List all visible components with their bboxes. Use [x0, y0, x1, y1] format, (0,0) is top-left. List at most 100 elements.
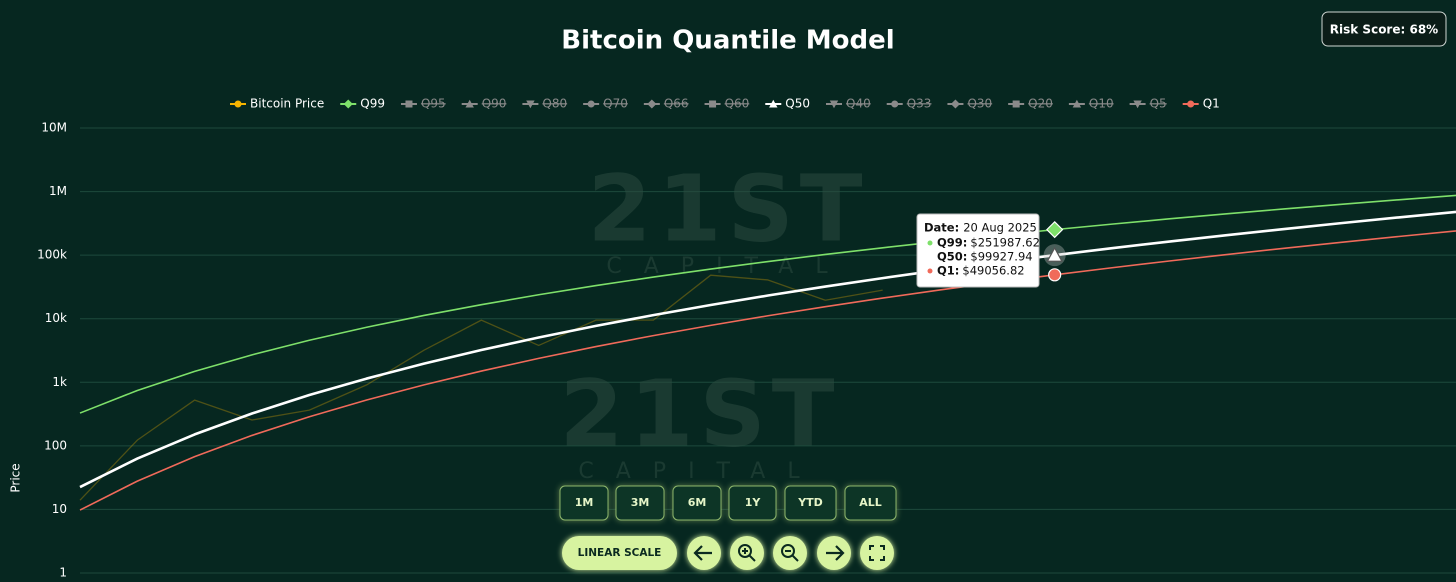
- magnifier-icon: [742, 548, 756, 562]
- risk-score-box: Risk Score: 68%: [1321, 11, 1447, 47]
- legend-item[interactable]: Q66: [643, 97, 689, 111]
- legend-label[interactable]: Q70: [603, 97, 628, 111]
- legend-label[interactable]: Q95: [421, 97, 446, 111]
- range-button-frame[interactable]: [784, 485, 837, 521]
- magnifier-icon: [785, 550, 799, 562]
- legend-item[interactable]: Q60: [704, 97, 750, 111]
- range-button-frame[interactable]: [672, 485, 722, 521]
- price-line: [79, 274, 883, 501]
- icon-button[interactable]: [730, 536, 764, 570]
- range-button-label[interactable]: 1M: [575, 496, 594, 509]
- tooltip-name: Q1:: [937, 264, 959, 278]
- range-button-label[interactable]: 6M: [688, 496, 707, 509]
- range-button-frame[interactable]: [615, 485, 665, 521]
- legend-label[interactable]: Q5: [1150, 97, 1167, 111]
- legend-marker: [1187, 100, 1195, 108]
- y-tick-label: 1k: [52, 375, 67, 389]
- legend-item[interactable]: Q70: [583, 97, 628, 111]
- magnifier-icon: [781, 544, 795, 558]
- range-button[interactable]: 1Y: [728, 485, 777, 521]
- range-button[interactable]: YTD: [784, 485, 837, 521]
- icon-button[interactable]: [860, 536, 894, 570]
- pan-right-button[interactable]: [817, 536, 851, 570]
- range-button[interactable]: 1M: [559, 485, 609, 521]
- legend-label[interactable]: Q33: [907, 97, 932, 111]
- legend-marker: [405, 100, 413, 108]
- legend-marker: [769, 99, 778, 108]
- zoom-out-button[interactable]: [773, 536, 807, 570]
- range-button-frame[interactable]: [559, 485, 609, 521]
- legend-item[interactable]: Q80: [522, 97, 567, 111]
- legend-label[interactable]: Q20: [1028, 97, 1053, 111]
- range-button-label[interactable]: 1Y: [745, 496, 762, 509]
- legend-item[interactable]: Q20: [1008, 97, 1053, 111]
- legend-marker: [587, 100, 595, 108]
- tooltip-dot: [927, 268, 933, 274]
- scale-button-label[interactable]: LINEAR SCALE: [578, 547, 662, 559]
- fullscreen-button[interactable]: [860, 536, 894, 570]
- legend-label[interactable]: Q50: [785, 97, 810, 111]
- magnifier-icon: [738, 544, 752, 558]
- range-button[interactable]: 3M: [615, 485, 665, 521]
- zoom-in-button[interactable]: [730, 536, 764, 570]
- legend-label[interactable]: Q66: [664, 97, 689, 111]
- tooltip-name: Q50:: [937, 250, 967, 264]
- chart-title: Bitcoin Quantile Model: [561, 26, 894, 56]
- y-axis-label: Price: [9, 463, 23, 492]
- range-button[interactable]: ALL: [844, 485, 897, 521]
- legend-item[interactable]: Q33: [886, 97, 932, 111]
- controls: 1M 3M 6M 1Y YTD ALL LINEAR SCALE: [559, 485, 897, 570]
- legend-marker: [647, 99, 657, 109]
- legend-label[interactable]: Q1: [1203, 97, 1220, 111]
- icon-button[interactable]: [773, 536, 807, 570]
- risk-score-frame: [1321, 11, 1447, 47]
- legend-label[interactable]: Q60: [725, 97, 750, 111]
- risk-score: Risk Score: 68%: [1330, 23, 1438, 37]
- range-button-label[interactable]: YTD: [797, 496, 823, 509]
- legend-item[interactable]: Q95: [400, 97, 446, 111]
- legend-item[interactable]: Q40: [826, 97, 871, 111]
- y-tick-label: 1: [59, 566, 67, 580]
- legend-marker: [829, 100, 839, 109]
- y-tick-label: 10k: [45, 311, 67, 325]
- watermark: 21ST: [559, 360, 840, 467]
- scale-button-frame[interactable]: [562, 536, 677, 570]
- hover-marker: [1046, 220, 1064, 239]
- legend-item[interactable]: Q30: [947, 97, 992, 111]
- fullscreen-icon: [869, 545, 885, 561]
- scale-button[interactable]: LINEAR SCALE: [562, 536, 677, 570]
- y-tick-label: 10: [52, 502, 67, 516]
- legend-label[interactable]: Q80: [542, 97, 567, 111]
- legend-label[interactable]: Q30: [967, 97, 992, 111]
- pan-left-button[interactable]: [687, 536, 721, 570]
- legend-item[interactable]: Q5: [1129, 97, 1167, 111]
- series-layer: [79, 194, 1456, 511]
- legend-item[interactable]: Bitcoin Price: [230, 97, 324, 111]
- legend-item[interactable]: Q1: [1182, 97, 1220, 111]
- tooltip-dot: [927, 240, 933, 246]
- range-button-label[interactable]: ALL: [859, 496, 882, 509]
- range-button-frame[interactable]: [728, 485, 777, 521]
- legend-marker: [1012, 100, 1020, 108]
- legend-item[interactable]: Q90: [461, 97, 507, 111]
- tooltip-value: $49056.82: [962, 264, 1024, 278]
- range-button-frame[interactable]: [844, 485, 897, 521]
- legend-marker: [1133, 100, 1142, 109]
- arrow-left-icon: [693, 545, 712, 561]
- tooltip-value: $251987.62: [970, 236, 1040, 250]
- legend-label[interactable]: Q99: [360, 97, 385, 111]
- legend-label[interactable]: Q90: [482, 97, 507, 111]
- range-button[interactable]: 6M: [672, 485, 722, 521]
- legend-label[interactable]: Q40: [846, 97, 871, 111]
- legend-item[interactable]: Q99: [340, 97, 385, 111]
- legend-marker: [709, 100, 717, 108]
- legend-item[interactable]: Q50: [765, 97, 810, 111]
- range-button-label[interactable]: 3M: [631, 496, 650, 509]
- legend-label[interactable]: Bitcoin Price: [250, 97, 324, 111]
- legend-item[interactable]: Q10: [1068, 97, 1114, 111]
- legend-label[interactable]: Q10: [1089, 97, 1114, 111]
